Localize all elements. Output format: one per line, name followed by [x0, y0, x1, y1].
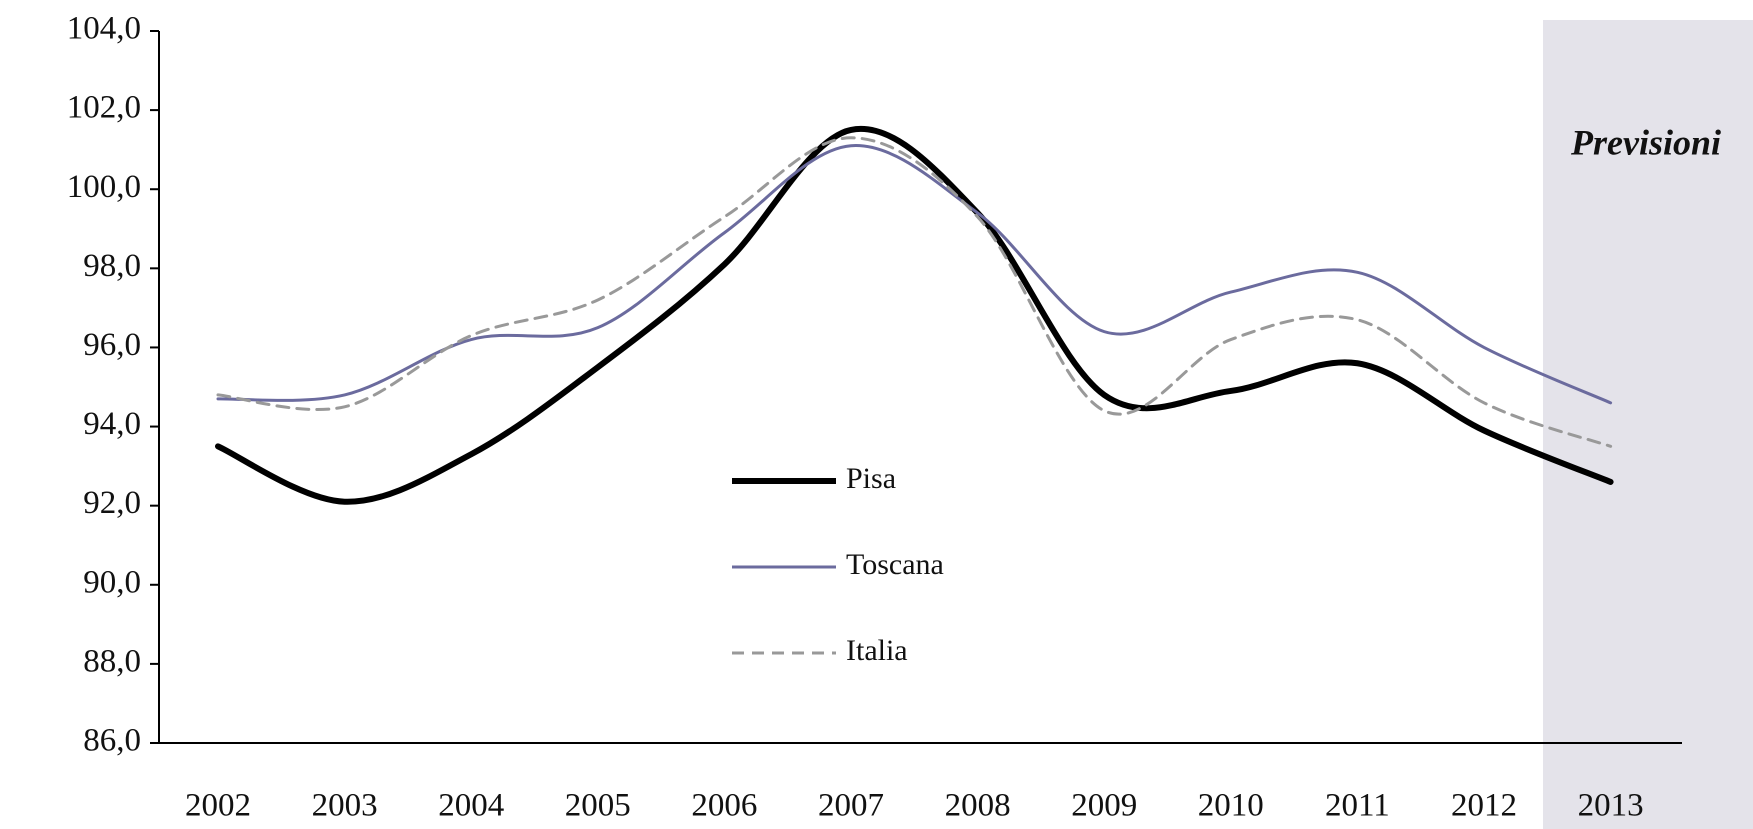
x-tick-label: 2005 — [565, 788, 631, 824]
y-tick-label: 98,0 — [83, 248, 141, 284]
x-tick-label: 2011 — [1325, 788, 1390, 824]
y-tick-label: 96,0 — [83, 327, 141, 363]
y-tick-label: 102,0 — [67, 90, 141, 126]
y-tick-label: 90,0 — [83, 564, 141, 600]
annotation: Previsioni — [1570, 122, 1721, 162]
legend-label: Toscana — [846, 548, 944, 581]
x-tick-label: 2004 — [438, 788, 504, 824]
y-tick-label: 100,0 — [67, 169, 141, 205]
series-line — [216, 136, 1613, 448]
x-tick-label: 2012 — [1451, 788, 1517, 824]
y-tick-label: 92,0 — [83, 485, 141, 521]
series-line — [216, 144, 1613, 405]
x-tick-label: 2013 — [1578, 788, 1644, 824]
x-tick-label: 2007 — [818, 788, 884, 824]
y-tick-label: 104,0 — [67, 11, 141, 47]
x-tick-label: 2006 — [691, 788, 757, 824]
x-tick-label: 2009 — [1071, 788, 1137, 824]
series-line — [215, 125, 1614, 505]
x-tick-label: 2010 — [1198, 788, 1264, 824]
legend-label: Pisa — [846, 462, 896, 495]
x-tick-label: 2002 — [185, 788, 251, 824]
x-tick-label: 2008 — [945, 788, 1011, 824]
forecast-shade — [1543, 20, 1753, 829]
y-tick-label: 88,0 — [83, 643, 141, 679]
y-tick-label: 94,0 — [83, 406, 141, 442]
y-tick-label: 86,0 — [83, 723, 141, 759]
legend-label: Italia — [846, 634, 908, 667]
x-tick-label: 2003 — [312, 788, 378, 824]
